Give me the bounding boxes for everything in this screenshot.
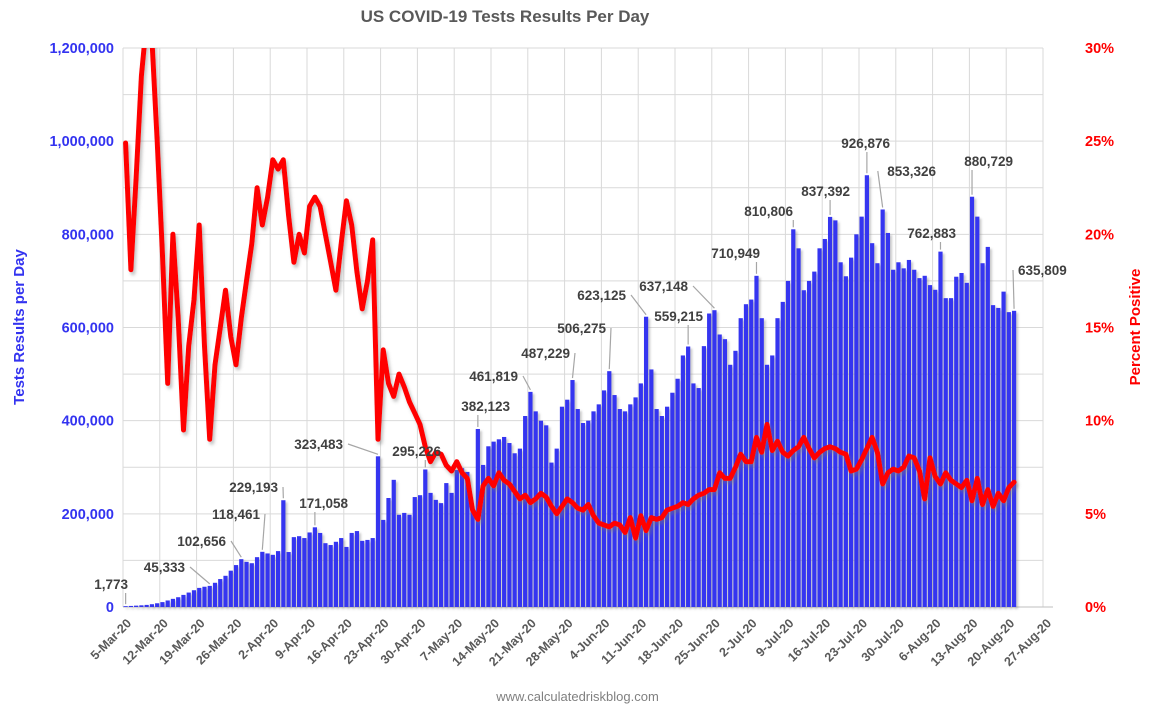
chart-title: US COVID-19 Tests Results Per Day	[360, 7, 650, 26]
annotation-label: 382,123	[461, 399, 510, 414]
annotation-label: 461,819	[469, 369, 518, 384]
annotation-label: 102,656	[177, 534, 226, 549]
svg-text:2-Jul-20: 2-Jul-20	[716, 616, 759, 659]
annotation-label: 487,229	[521, 346, 570, 361]
annotation-label: 323,483	[294, 437, 343, 452]
annotation-label: 880,729	[964, 154, 1013, 169]
annotation-label: 635,809	[1018, 263, 1067, 278]
annotation-label: 623,125	[577, 288, 626, 303]
svg-text:400,000: 400,000	[62, 414, 114, 430]
left-axis-tick-labels: 0 200,000 400,000 600,000 800,000 1,000,000 1,…	[49, 41, 114, 616]
right-axis-title: Percent Positive	[1127, 269, 1144, 386]
annotation-label: 506,275	[557, 321, 606, 336]
svg-text:1,200,000: 1,200,000	[49, 41, 114, 57]
annotation-label: 710,949	[711, 246, 760, 261]
svg-text:200,000: 200,000	[62, 507, 114, 523]
svg-text:25%: 25%	[1085, 134, 1114, 150]
annotation-label: 171,058	[299, 496, 348, 511]
x-axis-date-labels: 5-Mar-2012-Mar-2019-Mar-2026-Mar-202-Apr…	[88, 616, 1054, 669]
annotation-label: 229,193	[229, 480, 278, 495]
right-axis-tick-labels: 0% 5% 10% 15% 20% 25% 30%	[1085, 41, 1114, 616]
svg-text:0%: 0%	[1085, 600, 1106, 616]
annotation-label: 810,806	[744, 204, 793, 219]
svg-text:600,000: 600,000	[62, 321, 114, 337]
svg-text:1,000,000: 1,000,000	[49, 134, 114, 150]
annotation-label: 762,883	[907, 226, 956, 241]
svg-text:800,000: 800,000	[62, 227, 114, 243]
annotation-label: 559,215	[654, 309, 703, 324]
tests-per-day-bars	[123, 175, 1017, 608]
annotation-label: 118,461	[212, 507, 261, 522]
annotation-label: 637,148	[639, 279, 688, 294]
annotation-label: 295,226	[392, 444, 441, 459]
chart-footer-url: www.calculatedriskblog.com	[496, 689, 659, 704]
svg-text:20%: 20%	[1085, 227, 1114, 243]
annotation-label: 853,326	[887, 164, 936, 179]
value-annotations: 1,773 45,333 102,656 118,461 229,193 171,058 3…	[94, 136, 1067, 605]
svg-text:5%: 5%	[1085, 507, 1106, 523]
left-axis-title: Tests Results per Day	[11, 249, 28, 405]
annotation-label: 45,333	[144, 560, 186, 575]
svg-text:0: 0	[106, 600, 114, 616]
svg-text:15%: 15%	[1085, 321, 1114, 337]
annotation-label: 926,876	[841, 136, 890, 151]
svg-text:30%: 30%	[1085, 41, 1114, 57]
percent-positive-line	[123, 48, 1017, 541]
annotation-label: 1,773	[94, 577, 128, 592]
svg-text:10%: 10%	[1085, 414, 1114, 430]
annotation-label: 837,392	[801, 184, 850, 199]
